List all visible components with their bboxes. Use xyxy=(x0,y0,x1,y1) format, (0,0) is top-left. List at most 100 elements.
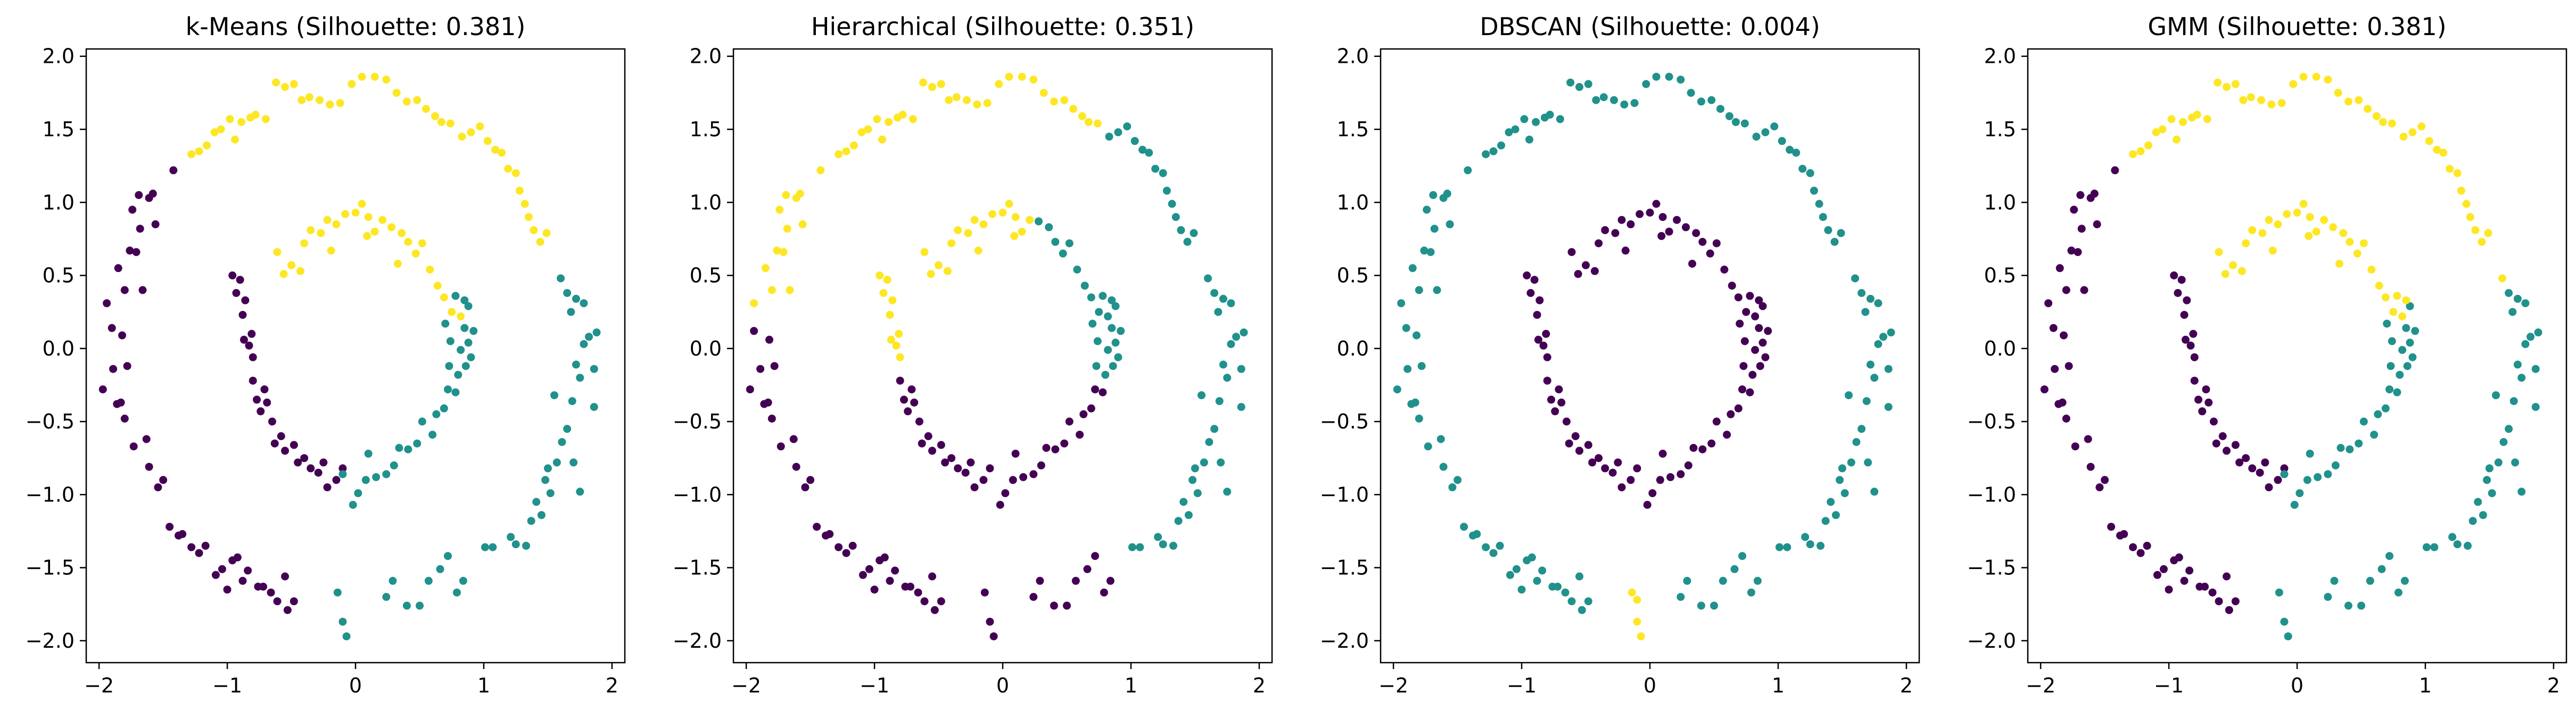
x-tick-label: 2 xyxy=(2547,674,2560,697)
data-point xyxy=(2296,489,2304,498)
data-point xyxy=(1042,444,1051,452)
data-point xyxy=(448,308,456,316)
data-point xyxy=(580,299,588,308)
data-point xyxy=(2334,88,2342,97)
data-point xyxy=(2521,299,2530,308)
y-tick-label: −0.5 xyxy=(1967,410,2016,433)
x-tick-label: 1 xyxy=(1125,674,1137,697)
data-point xyxy=(2339,229,2348,237)
series-2 xyxy=(1035,122,1248,551)
data-point xyxy=(952,93,961,102)
data-point xyxy=(1037,461,1045,469)
data-point xyxy=(1402,324,1410,332)
data-point xyxy=(2478,237,2486,246)
data-point xyxy=(2396,370,2404,379)
data-point xyxy=(1101,370,1110,379)
data-point xyxy=(1658,213,1667,221)
data-point xyxy=(964,229,972,237)
data-point xyxy=(1523,271,1531,279)
data-point xyxy=(342,632,351,641)
data-point xyxy=(1083,565,1092,573)
data-point xyxy=(2484,229,2492,237)
data-point xyxy=(1011,213,1020,221)
data-point xyxy=(1219,360,1227,369)
data-point xyxy=(563,425,572,433)
data-point xyxy=(2411,327,2420,335)
data-point xyxy=(2499,438,2508,446)
y-tick-label: 0.5 xyxy=(1337,264,1369,287)
data-point xyxy=(2509,397,2518,406)
data-point xyxy=(888,296,897,304)
data-point xyxy=(489,543,497,551)
data-point xyxy=(1847,458,1855,467)
data-point xyxy=(249,376,257,385)
data-point xyxy=(1188,476,1197,484)
data-point xyxy=(281,447,289,455)
data-point xyxy=(1821,517,1830,525)
data-point xyxy=(2175,553,2183,562)
data-point xyxy=(98,385,107,394)
data-point xyxy=(2399,133,2408,141)
data-point xyxy=(2186,341,2195,350)
data-point xyxy=(541,476,550,484)
data-point xyxy=(2408,128,2417,136)
data-point xyxy=(231,135,239,144)
data-point xyxy=(2267,100,2276,109)
data-point xyxy=(2159,565,2168,573)
data-point xyxy=(2367,266,2376,274)
data-point xyxy=(1532,118,1540,126)
data-point xyxy=(2372,112,2381,120)
series-2 xyxy=(1393,72,1895,614)
data-point xyxy=(1742,308,1751,316)
data-point xyxy=(806,476,815,484)
chart-title: DBSCAN (Silhouette: 0.004) xyxy=(1480,12,1820,41)
data-point xyxy=(126,246,134,255)
data-point xyxy=(1770,122,1779,130)
data-point xyxy=(954,226,962,234)
data-point xyxy=(1646,209,1654,217)
data-point xyxy=(1861,308,1870,316)
data-point xyxy=(2389,308,2398,316)
data-point xyxy=(2202,385,2210,394)
data-point xyxy=(123,362,131,370)
data-point xyxy=(937,441,945,449)
data-point xyxy=(2129,150,2137,159)
data-point xyxy=(446,337,455,345)
data-point xyxy=(750,327,758,335)
data-point xyxy=(1533,311,1541,319)
data-point xyxy=(1130,137,1139,145)
data-point xyxy=(433,282,442,290)
data-point xyxy=(436,565,444,573)
data-point xyxy=(767,415,776,423)
data-point xyxy=(2366,576,2374,585)
data-point xyxy=(481,543,489,551)
data-point xyxy=(1426,248,1435,257)
data-point xyxy=(919,78,928,87)
data-point xyxy=(2143,541,2151,550)
data-point xyxy=(2289,80,2298,88)
data-point xyxy=(2324,470,2332,478)
data-point xyxy=(2355,96,2363,104)
data-point xyxy=(404,445,412,453)
data-point xyxy=(988,210,997,218)
data-point xyxy=(2055,264,2064,273)
data-point xyxy=(1677,593,1685,601)
data-point xyxy=(2488,489,2496,498)
data-point xyxy=(2274,220,2282,228)
data-point xyxy=(915,417,923,426)
data-point xyxy=(1665,72,1673,81)
data-point xyxy=(1775,543,1784,551)
x-tick-label: −2 xyxy=(2026,674,2055,697)
data-point xyxy=(314,468,323,477)
data-point xyxy=(2393,292,2401,300)
data-point xyxy=(1533,576,1541,585)
data-point xyxy=(1815,200,1823,208)
data-point xyxy=(2299,200,2308,208)
data-point xyxy=(1179,498,1188,506)
data-point xyxy=(2153,571,2161,579)
data-point xyxy=(1111,339,1120,347)
data-point xyxy=(1232,333,1240,341)
data-point xyxy=(550,391,558,400)
series-1 xyxy=(98,166,347,614)
data-point xyxy=(891,566,899,575)
